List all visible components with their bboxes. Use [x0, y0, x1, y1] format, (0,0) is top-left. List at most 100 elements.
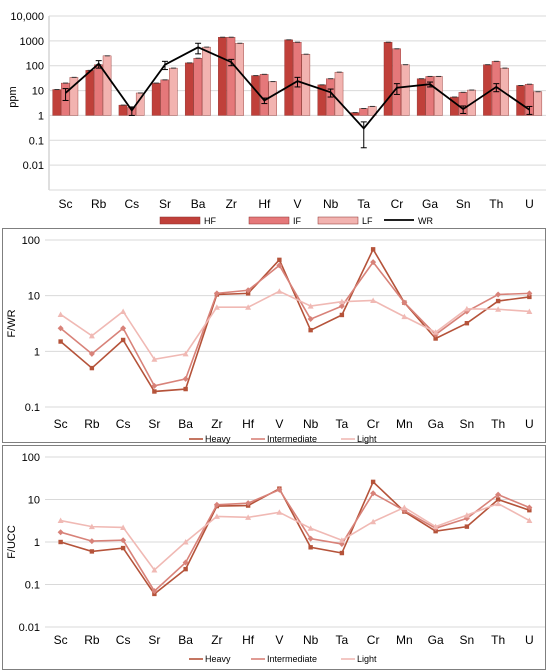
point-light-ba	[182, 539, 189, 545]
point-intermediate-ba	[182, 559, 189, 566]
series-line-intermediate	[60, 488, 530, 593]
x-tick-label-cs: Cs	[116, 417, 131, 431]
y-tick-label: 100	[22, 235, 40, 247]
x-tick-label-nb: Nb	[303, 417, 319, 431]
point-intermediate-th	[495, 291, 502, 298]
point-heavy-ta	[339, 550, 345, 556]
bar-hf-rb	[85, 70, 95, 116]
point-light-zr	[213, 513, 220, 519]
point-heavy-u	[527, 294, 532, 300]
bar-lf-u	[533, 91, 543, 116]
y-tick-label: 1	[34, 346, 40, 358]
y-tick-label: 100	[26, 61, 44, 73]
point-light-sr	[151, 356, 158, 362]
x-tick-label-hf: Hf	[242, 633, 255, 647]
point-light-ba	[182, 350, 189, 357]
x-tick-label-sr: Sr	[159, 197, 171, 211]
legend-label-intermediate: Intermediate	[267, 654, 317, 664]
legend-label-lf: LF	[362, 216, 373, 226]
point-intermediate-cs	[120, 325, 127, 332]
point-heavy-cs	[120, 545, 126, 551]
legend-swatch-if	[248, 216, 290, 225]
point-intermediate-th	[495, 491, 502, 498]
x-tick-label-rb: Rb	[84, 633, 100, 647]
x-tick-label-zr: Zr	[226, 197, 237, 211]
x-tick-label-ta: Ta	[357, 197, 370, 211]
y-tick-label: 10	[32, 86, 44, 98]
bar-lf-nb	[334, 71, 344, 116]
point-light-sc	[57, 311, 64, 317]
bar-if-rb	[94, 64, 103, 116]
y-tick-label: 1	[38, 110, 44, 122]
series-line-intermediate	[60, 260, 530, 387]
bar-lf-sr	[169, 67, 178, 116]
x-tick-label-v: V	[275, 417, 283, 431]
x-tick-label-cs: Cs	[124, 197, 139, 211]
bar-hf-u	[516, 85, 525, 116]
point-intermediate-v	[276, 486, 283, 493]
point-heavy-ta	[339, 312, 345, 318]
bar-hf-hf	[251, 75, 260, 116]
point-intermediate-hf	[245, 500, 252, 507]
y-tick-label: 1	[34, 537, 40, 549]
x-tick-label-ga: Ga	[422, 197, 438, 211]
point-intermediate-nb	[307, 316, 314, 323]
chart-panel-f-ucc: 0.01 0.1 1 10 100 F/UCC Sc Rb Cs Sr Ba Zr Hf V Nb Ta Cr M…	[2, 445, 546, 670]
x-tick-label-u: U	[525, 417, 534, 431]
legend-swatch-hf	[159, 216, 201, 225]
point-intermediate-hf	[245, 287, 252, 294]
chart-panel-f-wr: 0.1 1 10 100 F/WR Sc Rb Cs Sr Ba Zr Hf V Nb Ta Cr Mn Ga Sn…	[2, 228, 546, 444]
x-tick-label-sr: Sr	[148, 633, 160, 647]
series-line-heavy	[60, 480, 530, 596]
point-light-cs	[120, 524, 127, 530]
y-axis-label: F/WR	[6, 309, 18, 337]
bar-hf-ba	[184, 62, 194, 116]
point-light-v	[276, 509, 283, 515]
point-light-sn	[463, 305, 470, 312]
point-light-sc	[57, 517, 64, 524]
point-light-ta	[338, 537, 345, 543]
x-tick-label-mn: Mn	[396, 633, 413, 647]
f-wr-line-chart: 0.1 1 10 100 F/WR Sc Rb Cs Sr Ba Zr Hf V Nb Ta Cr Mn Ga Sn…	[6, 235, 545, 444]
point-intermediate-rb	[88, 350, 95, 357]
point-heavy-rb	[89, 365, 95, 371]
bar-lf-ga	[434, 76, 443, 116]
bar-if-ta	[359, 108, 368, 116]
point-intermediate-v	[276, 262, 283, 269]
point-heavy-th	[495, 298, 501, 304]
point-heavy-cs	[120, 337, 126, 343]
point-intermediate-cs	[120, 537, 127, 544]
point-light-u	[526, 308, 533, 314]
legend-label-heavy: Heavy	[205, 434, 231, 444]
bar-lf-hf	[268, 81, 277, 116]
series-line-light	[60, 290, 530, 361]
point-light-hf	[245, 304, 252, 310]
series-line-heavy	[60, 247, 530, 393]
bar-hf-sc	[52, 89, 61, 116]
x-tick-label-sr: Sr	[148, 417, 160, 431]
point-heavy-ba	[183, 386, 188, 392]
point-heavy-rb	[89, 549, 95, 554]
f-ucc-line-chart: 0.01 0.1 1 10 100 F/UCC Sc Rb Cs Sr Ba Zr Hf V Nb Ta Cr M…	[6, 452, 545, 664]
point-light-th	[495, 306, 502, 312]
bar-lf-zr	[235, 43, 244, 116]
y-tick-label: 0.1	[29, 135, 44, 147]
x-tick-label-hf: Hf	[258, 197, 271, 211]
x-tick-label-ga: Ga	[428, 417, 444, 431]
legend-label-if: IF	[293, 216, 302, 226]
series-line-light	[60, 502, 530, 572]
point-light-rb	[88, 523, 95, 530]
point-intermediate-cr	[370, 259, 377, 266]
x-tick-label-u: U	[525, 197, 534, 211]
point-heavy-sn	[464, 524, 470, 529]
legend-label-intermediate: Intermediate	[267, 434, 317, 444]
x-tick-label-ba: Ba	[178, 417, 193, 431]
point-heavy-cr	[370, 247, 376, 252]
x-tick-label-th: Th	[489, 197, 503, 211]
bar-lf-rb	[102, 55, 112, 116]
x-tick-label-v: V	[293, 197, 301, 211]
x-tick-label-ta: Ta	[336, 417, 349, 431]
point-heavy-sn	[464, 321, 470, 326]
legend-label-heavy: Heavy	[205, 654, 231, 664]
